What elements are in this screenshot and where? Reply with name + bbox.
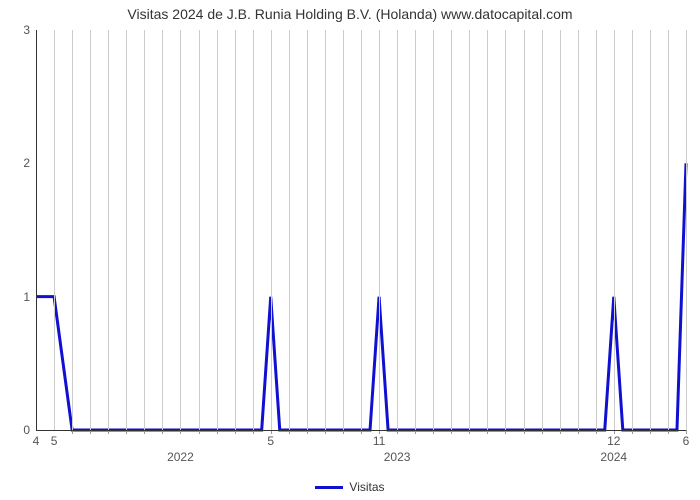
gridline <box>289 30 290 430</box>
gridline <box>433 30 434 430</box>
x-axis <box>36 430 686 431</box>
gridline <box>126 30 127 430</box>
gridline <box>361 30 362 430</box>
chart-title: Visitas 2024 de J.B. Runia Holding B.V. … <box>0 6 700 22</box>
x-tick-label: 5 <box>51 430 58 448</box>
x-tick-label: 5 <box>267 430 274 448</box>
gridline <box>487 30 488 430</box>
gridline <box>199 30 200 430</box>
gridline <box>379 30 380 430</box>
legend-swatch <box>315 486 343 489</box>
gridline <box>650 30 651 430</box>
x-year-label: 2022 <box>167 450 194 464</box>
gridline <box>217 30 218 430</box>
gridline <box>505 30 506 430</box>
legend-label: Visitas <box>349 480 384 494</box>
y-tick-label: 1 <box>23 290 36 304</box>
legend-item-visitas: Visitas <box>315 480 384 494</box>
legend: Visitas <box>0 476 700 495</box>
y-axis <box>36 30 37 430</box>
gridline <box>686 30 687 430</box>
y-tick-label: 2 <box>23 156 36 170</box>
gridline <box>271 30 272 430</box>
x-tick-label: 12 <box>607 430 620 448</box>
x-year-label: 2023 <box>384 450 411 464</box>
plot-area: 012345511126202220232024 <box>36 30 686 430</box>
x-year-label: 2024 <box>600 450 627 464</box>
gridline <box>235 30 236 430</box>
x-tick-label: 4 <box>33 430 40 448</box>
chart-container: Visitas 2024 de J.B. Runia Holding B.V. … <box>0 0 700 500</box>
gridline <box>307 30 308 430</box>
gridline <box>72 30 73 430</box>
gridline <box>415 30 416 430</box>
y-tick-label: 3 <box>23 23 36 37</box>
gridline <box>596 30 597 430</box>
gridline <box>343 30 344 430</box>
x-tick-label: 11 <box>373 430 385 448</box>
gridline <box>54 30 55 430</box>
gridline <box>542 30 543 430</box>
gridline <box>469 30 470 430</box>
x-tick-label: 6 <box>683 430 690 448</box>
gridline <box>451 30 452 430</box>
gridline <box>524 30 525 430</box>
gridline <box>578 30 579 430</box>
gridline <box>180 30 181 430</box>
gridline <box>668 30 669 430</box>
gridline <box>325 30 326 430</box>
gridline <box>108 30 109 430</box>
gridline <box>632 30 633 430</box>
gridline <box>162 30 163 430</box>
gridline <box>560 30 561 430</box>
gridline <box>144 30 145 430</box>
gridline <box>614 30 615 430</box>
gridline <box>397 30 398 430</box>
gridline <box>253 30 254 430</box>
gridline <box>90 30 91 430</box>
